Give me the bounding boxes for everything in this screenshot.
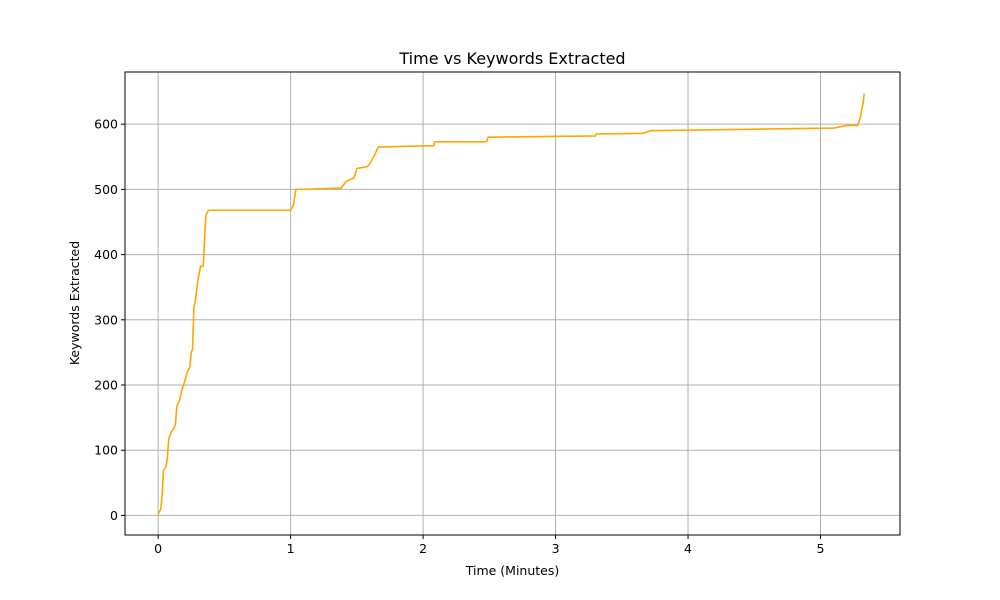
y-tick-label: 200 [94,378,118,393]
x-tick-label: 5 [817,541,825,556]
y-axis-label: Keywords Extracted [67,241,82,365]
x-tick-label: 2 [419,541,427,556]
y-tick-label: 600 [94,117,118,132]
series-line [157,93,866,515]
series-layer [157,93,866,515]
y-tick-label: 300 [94,312,118,327]
x-axis-label: Time (Minutes) [465,563,560,578]
x-tick-label: 3 [552,541,560,556]
y-tick-label: 500 [94,182,118,197]
grid-lines [125,72,900,535]
x-tick-label: 1 [287,541,295,556]
axis-ticks: 0 1 2 3 4 5 0 100 200 300 400 500 600 [94,117,824,556]
y-tick-label: 0 [110,508,118,523]
plot-frame [124,71,901,536]
x-tick-label: 4 [684,541,692,556]
y-tick-label: 400 [94,247,118,262]
y-tick-label: 100 [94,443,118,458]
x-tick-label: 0 [154,541,162,556]
chart-title: Time vs Keywords Extracted [398,49,625,68]
